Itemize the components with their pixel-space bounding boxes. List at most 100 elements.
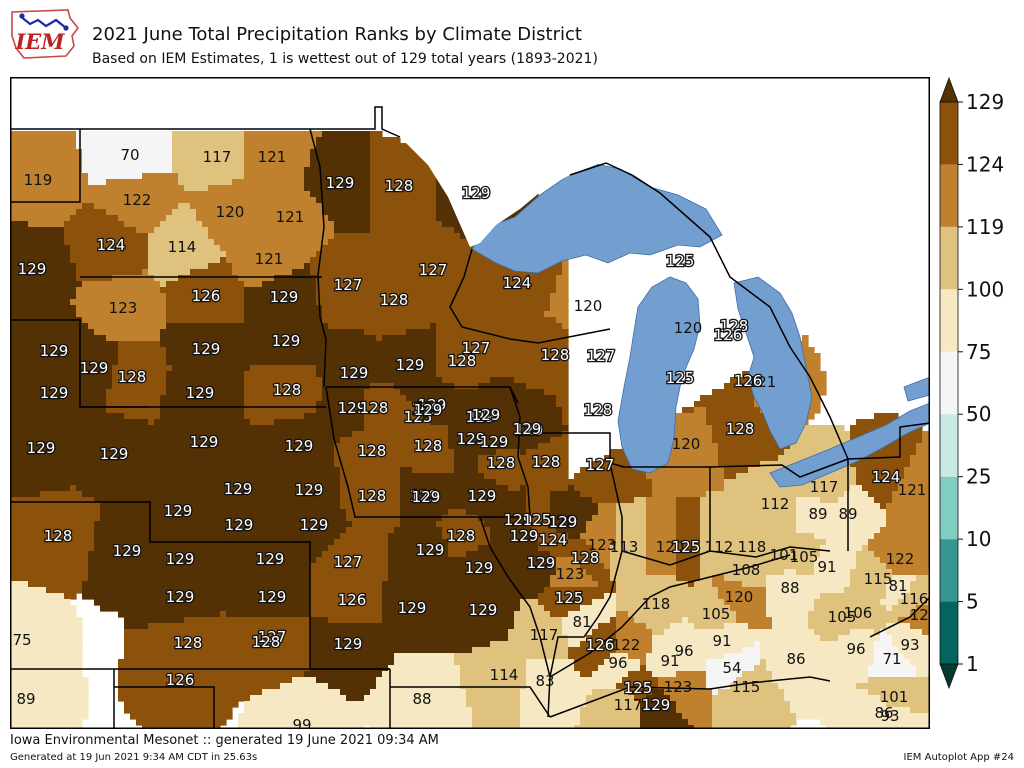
district-cell (352, 227, 359, 234)
district-cell (280, 263, 287, 270)
district-cell (484, 377, 491, 384)
district-cell (298, 269, 305, 276)
district-cell (16, 167, 23, 174)
district-cell (106, 239, 113, 246)
district-cell (232, 215, 239, 222)
district-cell (502, 305, 509, 312)
district-cell (400, 389, 407, 396)
district-cell (154, 269, 161, 276)
district-cell (166, 209, 173, 216)
district-cell (58, 149, 65, 156)
district-cell (400, 209, 407, 216)
district-cell (544, 329, 551, 336)
district-cell (376, 257, 383, 264)
district-cell (124, 161, 131, 168)
district-cell (328, 377, 335, 384)
district-cell (262, 275, 269, 282)
district-cell (238, 149, 245, 156)
district-cell (532, 389, 539, 396)
district-cell (196, 401, 203, 408)
district-cell (124, 233, 131, 240)
district-cell (250, 245, 257, 252)
district-cell (394, 263, 401, 270)
district-cell (196, 209, 203, 216)
district-cell (118, 179, 125, 186)
district-cell (394, 161, 401, 168)
district-cell (154, 419, 161, 426)
district-cell (256, 221, 263, 228)
district-cell (442, 371, 449, 378)
district-cell (466, 389, 473, 396)
district-cell (130, 347, 137, 354)
district-cell (70, 305, 77, 312)
district-cell (358, 233, 365, 240)
district-cell (400, 365, 407, 372)
district-cell (34, 221, 41, 228)
district-cell (400, 353, 407, 360)
district-cell (370, 335, 377, 342)
district-cell (148, 185, 155, 192)
district-cell (178, 149, 185, 156)
district-cell (178, 143, 185, 150)
district-cell (106, 329, 113, 336)
district-cell (238, 179, 245, 186)
district-cell (472, 347, 479, 354)
district-cell (346, 149, 353, 156)
district-cell (22, 299, 29, 306)
district-cell (430, 413, 437, 420)
district-cell (340, 185, 347, 192)
district-cell (388, 221, 395, 228)
district-cell (358, 329, 365, 336)
district-cell (298, 179, 305, 186)
district-cell (250, 437, 257, 444)
district-cell (262, 131, 269, 138)
district-cell (286, 419, 293, 426)
district-cell (328, 299, 335, 306)
district-cell (322, 155, 329, 162)
district-cell (64, 329, 71, 336)
district-cell (166, 389, 173, 396)
district-cell (322, 179, 329, 186)
district-cell (262, 173, 269, 180)
district-cell (136, 161, 143, 168)
district-cell (34, 377, 41, 384)
district-cell (820, 431, 827, 438)
district-cell (196, 179, 203, 186)
district-cell (70, 233, 77, 240)
district-cell (496, 407, 503, 414)
district-cell (382, 185, 389, 192)
district-cell (274, 407, 281, 414)
district-cell (88, 425, 95, 432)
district-cell (262, 401, 269, 408)
district-cell (346, 209, 353, 216)
district-cell (388, 233, 395, 240)
district-cell (214, 413, 221, 420)
district-cell (706, 407, 713, 414)
district-cell (268, 323, 275, 330)
district-cell (358, 365, 365, 372)
district-cell (172, 251, 179, 258)
district-cell (190, 365, 197, 372)
district-cell (70, 401, 77, 408)
district-cell (154, 437, 161, 444)
district-cell (424, 323, 431, 330)
district-cell (406, 167, 413, 174)
district-cell (478, 401, 485, 408)
district-cell (190, 239, 197, 246)
district-cell (370, 395, 377, 402)
district-cell (382, 371, 389, 378)
district-cell (412, 413, 419, 420)
district-cell (40, 287, 47, 294)
district-cell (442, 311, 449, 318)
district-cell (364, 281, 371, 288)
district-cell (538, 425, 545, 432)
district-cell (706, 395, 713, 402)
district-cell (10, 149, 17, 156)
district-cell (88, 395, 95, 402)
district-cell (268, 311, 275, 318)
district-cell (190, 371, 197, 378)
district-cell (214, 353, 221, 360)
district-cell (364, 323, 371, 330)
district-cell (94, 371, 101, 378)
district-cell (130, 395, 137, 402)
